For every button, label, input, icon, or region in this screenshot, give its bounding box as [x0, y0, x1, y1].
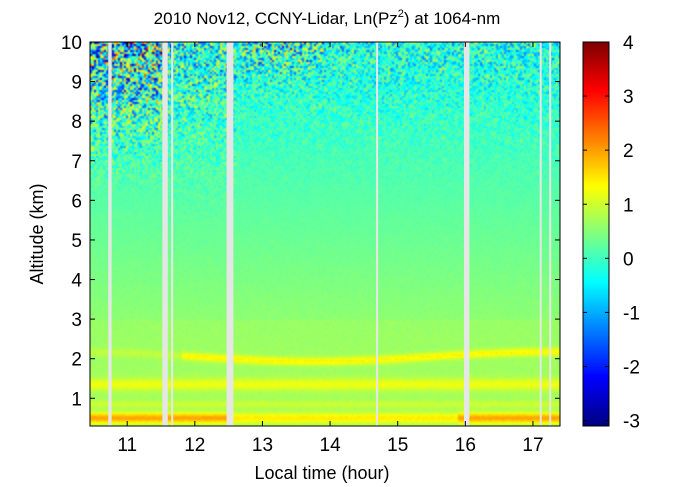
data-gap: [108, 42, 112, 426]
data-gap: [226, 42, 234, 426]
x-tick-label: 14: [320, 435, 342, 456]
y-tick-label: 7: [71, 152, 82, 173]
y-tick-label: 3: [71, 310, 82, 331]
y-tick-label: 5: [71, 231, 82, 252]
colorbar-tick-label: 0: [623, 249, 634, 270]
data-gap: [376, 42, 379, 426]
x-tick-label: 16: [455, 435, 476, 456]
colorbar-tick-label: -2: [623, 358, 640, 379]
data-gap: [171, 42, 174, 426]
y-tick-label: 1: [71, 389, 82, 410]
x-tick-label: 11: [117, 435, 137, 456]
y-tick-label: 4: [71, 271, 82, 292]
colorbar-tick-label: 3: [623, 87, 634, 108]
data-gap: [162, 42, 168, 426]
y-tick-label: 10: [61, 33, 82, 54]
y-axis-label: Altitude (km): [27, 183, 47, 284]
heatmap-image: [90, 42, 560, 426]
data-gaps: [108, 42, 552, 426]
colorbar-tick-label: 4: [623, 33, 634, 54]
y-tick-label: 2: [71, 350, 82, 371]
data-gap: [463, 42, 470, 426]
colorbar-tick-label: -3: [623, 412, 640, 433]
colorbar: -3 -2 -1 0 1 2 3 4: [582, 33, 640, 433]
y-axis: 1 2 3 4 5 6 7 8 9 10: [61, 33, 560, 410]
heatmap-plot-area: [89, 41, 561, 427]
plot-frame: [89, 41, 561, 427]
x-tick-label: 13: [252, 435, 273, 456]
y-tick-label: 6: [71, 191, 82, 212]
colorbar-tick-label: 1: [623, 195, 634, 216]
data-gap: [549, 42, 552, 426]
chart-title: 2010 Nov12, CCNY-Lidar, Ln(Pz2) at 1064-…: [154, 8, 501, 28]
colorbar-frame: [582, 41, 610, 427]
colorbar-tick-label: 2: [623, 141, 634, 162]
x-tick-label: 17: [522, 435, 543, 456]
colorbar-gradient: [583, 42, 609, 426]
data-gap: [539, 42, 542, 426]
x-axis: 11 12 13 14 15 16 17: [117, 42, 544, 456]
x-tick-label: 12: [184, 435, 205, 456]
y-tick-label: 9: [71, 73, 82, 94]
y-tick-label: 8: [71, 112, 82, 133]
x-tick-label: 15: [387, 435, 408, 456]
colorbar-ticks: -3 -2 -1 0 1 2 3 4: [583, 33, 640, 433]
x-axis-label: Local time (hour): [254, 463, 389, 483]
colorbar-tick-label: -1: [623, 303, 640, 324]
